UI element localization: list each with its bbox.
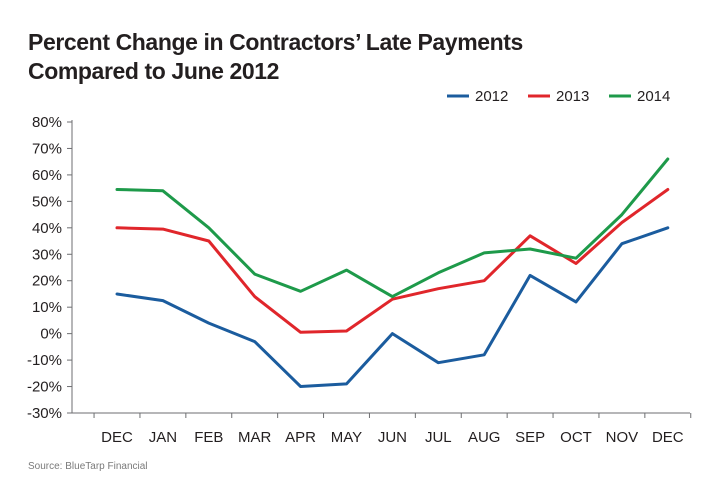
series-line-2013 (115, 188, 670, 334)
x-tick-label: APR (285, 429, 316, 446)
series-line-2014 (115, 157, 670, 299)
chart-title-line-1: Percent Change in Contractors’ Late Paym… (28, 29, 523, 55)
y-tick-label: 40% (32, 220, 62, 237)
chart-title: Percent Change in Contractors’ Late Paym… (28, 28, 523, 86)
x-tick-label: MAY (331, 429, 362, 446)
x-tick-label: JUL (425, 429, 452, 446)
source-note: Source: BlueTarp Financial (28, 461, 148, 472)
series-line-2012 (115, 226, 670, 388)
x-tick-label: DEC (101, 429, 133, 446)
x-tick-label: JUN (378, 429, 407, 446)
legend-label-2012: 2012 (475, 88, 508, 105)
y-tick-label: 80% (32, 114, 62, 131)
x-tick-label: OCT (560, 429, 592, 446)
y-tick-label: 0% (40, 326, 62, 343)
x-tick-label: SEP (515, 429, 545, 446)
x-tick-label: AUG (468, 429, 501, 446)
y-tick-label: 30% (32, 246, 62, 263)
x-tick-label: JAN (149, 429, 177, 446)
y-tick-label: -20% (27, 379, 62, 396)
y-tick-label: 50% (32, 193, 62, 210)
y-tick-label: 70% (32, 140, 62, 157)
legend-label-2013: 2013 (556, 88, 589, 105)
y-tick-label: 60% (32, 167, 62, 184)
x-tick-label: FEB (194, 429, 223, 446)
chart-title-line-2: Compared to June 2012 (28, 58, 280, 84)
x-tick-label: MAR (238, 429, 272, 446)
legend-label-2014: 2014 (637, 88, 670, 105)
x-tick-label: NOV (606, 429, 639, 446)
y-tick-label: -30% (27, 405, 62, 422)
y-tick-label: 20% (32, 273, 62, 290)
y-tick-label: -10% (27, 352, 62, 369)
x-tick-label: DEC (652, 429, 684, 446)
y-tick-label: 10% (32, 299, 62, 316)
